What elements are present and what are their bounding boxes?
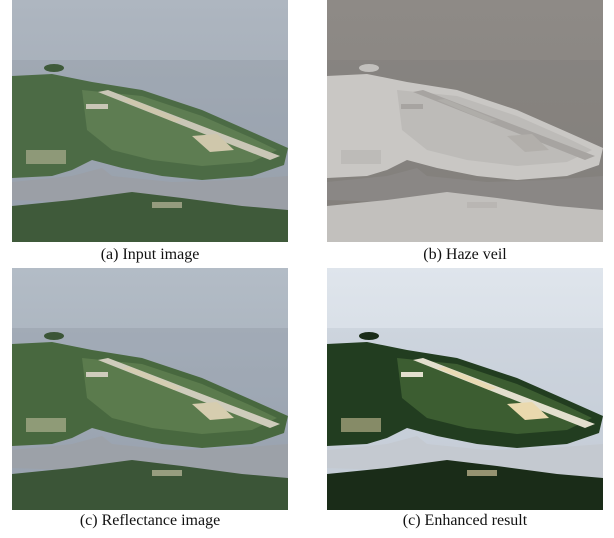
haze-veil-panel (327, 0, 603, 242)
aerial-scene-image (12, 268, 288, 510)
enhanced-result-caption: (c) Enhanced result (402, 512, 528, 529)
haze-veil-caption: (b) Haze veil (423, 246, 507, 263)
aerial-scene-image (327, 268, 603, 510)
reflectance-image-caption: (c) Reflectance image (79, 512, 221, 529)
aerial-scene-image (327, 0, 603, 242)
input-image-panel (12, 0, 288, 242)
reflectance-image-panel (12, 268, 288, 510)
input-image-caption: (a) Input image (100, 246, 200, 263)
enhanced-result-panel (327, 268, 603, 510)
aerial-scene-image (12, 0, 288, 242)
